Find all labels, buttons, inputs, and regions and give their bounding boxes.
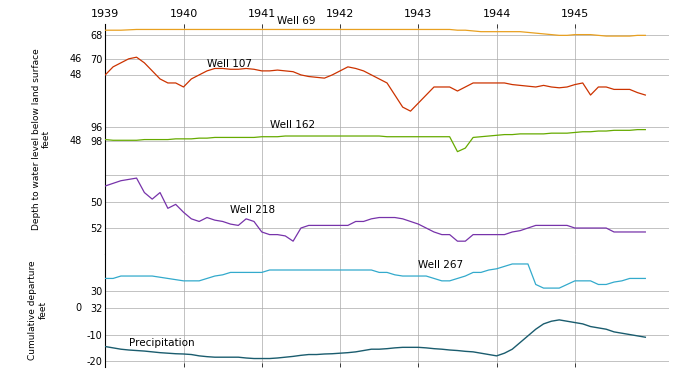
Text: 0: 0 — [75, 303, 81, 313]
Text: Well 162: Well 162 — [270, 120, 315, 130]
Text: 48: 48 — [69, 136, 81, 146]
Y-axis label: Depth to water level below land surface
feet: Depth to water level below land surface … — [32, 49, 51, 230]
Text: Well 267: Well 267 — [418, 260, 464, 270]
Text: Well 107: Well 107 — [207, 59, 252, 69]
Text: Well 69: Well 69 — [278, 16, 316, 26]
Text: 48: 48 — [69, 70, 81, 80]
Text: Well 218: Well 218 — [230, 205, 276, 215]
Text: Precipitation: Precipitation — [129, 338, 194, 348]
Y-axis label: Cumulative departure
feet: Cumulative departure feet — [29, 261, 48, 360]
Text: 46: 46 — [69, 54, 81, 64]
